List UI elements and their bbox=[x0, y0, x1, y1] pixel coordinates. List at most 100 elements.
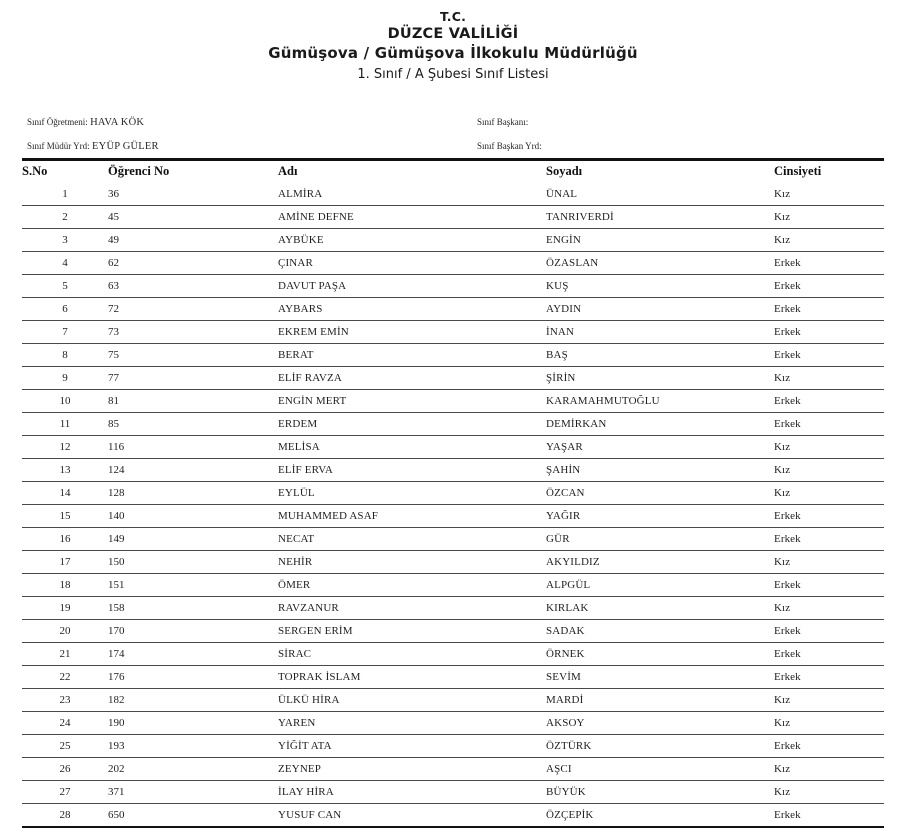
cell-sno-11: 11 bbox=[22, 411, 108, 436]
cell-cinsiyeti: Kız bbox=[774, 434, 884, 459]
cell-ogrenci-no: 170 bbox=[108, 618, 278, 643]
table-row: 28 650 YUSUF CAN ÖZÇEPİK Erkek bbox=[22, 802, 884, 826]
cell-soyadi: AŞCI bbox=[546, 756, 774, 781]
table-row: 10 81 ENGİN MERT KARAMAHMUTOĞLU Erkek bbox=[22, 388, 884, 413]
vice-principal-value: EYÜP GÜLER bbox=[92, 140, 159, 152]
cell-cinsiyeti: Kız bbox=[774, 187, 791, 200]
cell-sno-19: 19 bbox=[22, 595, 108, 620]
table-row: 13 124 ELİF ERVA ŞAHİN Kız bbox=[22, 457, 884, 482]
table-row: 17 150 NEHİR AKYILDIZ Kız bbox=[22, 549, 884, 574]
table-row: 16 149 NECAT GÜR Erkek bbox=[22, 526, 884, 551]
cell-adi: ELİF ERVA bbox=[278, 457, 546, 482]
table-row: 23 182 ÜLKÜ HİRA MARDİ Kız bbox=[22, 687, 884, 712]
cell-soyadi: ÖZÇEPİK bbox=[546, 802, 774, 826]
cell-cinsiyeti: Erkek bbox=[774, 572, 884, 597]
cell-soyadi: ÖZCAN bbox=[546, 480, 774, 505]
cell-ogrenci-no: 650 bbox=[108, 802, 278, 826]
cell-soyadi: ÖZTÜRK bbox=[546, 733, 774, 758]
cell-adi: EKREM EMİN bbox=[278, 319, 546, 344]
cell-sno-9: 9 bbox=[22, 365, 108, 390]
cell-soyadi: KIRLAK bbox=[546, 595, 774, 620]
cell-soyadi: KARAMAHMUTOĞLU bbox=[546, 388, 774, 413]
document-header: T.C. DÜZCE VALİLİĞİ Gümüşova / Gümüşova … bbox=[0, 0, 906, 84]
header-line-valilik: DÜZCE VALİLİĞİ bbox=[387, 26, 519, 42]
cell-adi: ENGİN MERT bbox=[278, 388, 546, 413]
column-header-sno: S.No bbox=[22, 163, 48, 178]
cell-cinsiyeti: Kız bbox=[774, 480, 884, 505]
cell-sno-14: 14 bbox=[22, 480, 108, 505]
cell-adi: YUSUF CAN bbox=[278, 802, 546, 826]
table-row: 3 49 AYBÜKE ENGİN Kız bbox=[22, 227, 884, 252]
cell-sno-25: 25 bbox=[22, 733, 108, 758]
cell-sno-18: 18 bbox=[22, 572, 108, 597]
table-row: 26 202 ZEYNEP AŞCI Kız bbox=[22, 756, 884, 781]
column-header-ogrenci-no: Öğrenci No bbox=[108, 163, 170, 178]
teacher-row: Sınıf Öğretmeni: HAVA KÖK bbox=[27, 110, 159, 134]
cell-sno-10: 10 bbox=[22, 388, 108, 413]
header-line-tc: T.C. bbox=[439, 9, 467, 24]
cell-ogrenci-no: 193 bbox=[108, 733, 278, 758]
table-row: 2 45 AMİNE DEFNE TANRIVERDİ Kız bbox=[22, 204, 884, 229]
cell-ogrenci-no: 124 bbox=[108, 457, 278, 482]
table-row: 14 128 EYLÜL ÖZCAN Kız bbox=[22, 480, 884, 505]
header-rule-top bbox=[22, 157, 884, 161]
table-row: 15 140 MUHAMMED ASAF YAĞIR Erkek bbox=[22, 503, 884, 528]
cell-sno-21: 21 bbox=[22, 641, 108, 666]
cell-ogrenci-no: 140 bbox=[108, 503, 278, 528]
class-vice-president-row: Sınıf Başkan Yrd: bbox=[477, 134, 542, 158]
cell-sno-7: 7 bbox=[22, 319, 108, 344]
table-body: 1 36 ALMİRA ÜNAL Kız 2 45 AMİNE DEFNE TANRIVERDİ… bbox=[22, 183, 884, 826]
cell-adi: AYBARS bbox=[278, 296, 546, 321]
cell-soyadi: AKSOY bbox=[546, 710, 774, 735]
table-row: 25 193 YİĞİT ATA ÖZTÜRK Erkek bbox=[22, 733, 884, 758]
cell-cinsiyeti: Erkek bbox=[774, 641, 884, 666]
cell-adi: SİRAC bbox=[278, 641, 546, 666]
table-row: 19 158 RAVZANUR KIRLAK Kız bbox=[22, 595, 884, 620]
cell-cinsiyeti: Kız bbox=[774, 365, 884, 390]
cell-soyadi: KUŞ bbox=[546, 273, 774, 298]
cell-cinsiyeti: Erkek bbox=[774, 664, 884, 689]
cell-soyadi: ŞAHİN bbox=[546, 457, 774, 482]
cell-cinsiyeti: Kız bbox=[774, 227, 884, 252]
cell-soyadi: ÖZASLAN bbox=[546, 250, 774, 275]
cell-sno-6: 6 bbox=[22, 296, 108, 321]
cell-adi: ZEYNEP bbox=[278, 756, 546, 781]
cell-soyadi: GÜR bbox=[546, 526, 774, 551]
cell-soyadi: TANRIVERDİ bbox=[546, 204, 774, 229]
cell-cinsiyeti: Kız bbox=[774, 687, 884, 712]
table-row: 22 176 TOPRAK İSLAM SEVİM Erkek bbox=[22, 664, 884, 689]
cell-sno-26: 26 bbox=[22, 756, 108, 781]
cell-sno-28: 28 bbox=[22, 802, 108, 826]
cell-ogrenci-no: 371 bbox=[108, 779, 278, 804]
cell-adi: AMİNE DEFNE bbox=[278, 204, 546, 229]
cell-adi: NECAT bbox=[278, 526, 546, 551]
table-row: 11 85 ERDEM DEMİRKAN Erkek bbox=[22, 411, 884, 436]
cell-sno-15: 15 bbox=[22, 503, 108, 528]
table-row: 4 62 ÇINAR ÖZASLAN Erkek bbox=[22, 250, 884, 275]
table-row: 18 151 ÖMER ALPGÜL Erkek bbox=[22, 572, 884, 597]
cell-ogrenci-no: 151 bbox=[108, 572, 278, 597]
cell-cinsiyeti: Kız bbox=[774, 549, 884, 574]
cell-soyadi: DEMİRKAN bbox=[546, 411, 774, 436]
column-header-cinsiyeti: Cinsiyeti bbox=[774, 163, 822, 178]
cell-soyadi: BÜYÜK bbox=[546, 779, 774, 804]
cell-sno-17: 17 bbox=[22, 549, 108, 574]
cell-soyadi: AKYILDIZ bbox=[546, 549, 774, 574]
cell-adi: AYBÜKE bbox=[278, 227, 546, 252]
cell-ogrenci-no: 150 bbox=[108, 549, 278, 574]
cell-cinsiyeti: Kız bbox=[774, 710, 884, 735]
cell-ogrenci-no: 128 bbox=[108, 480, 278, 505]
table-row: 1 36 ALMİRA ÜNAL Kız bbox=[22, 183, 884, 206]
cell-ogrenci-no: 73 bbox=[108, 319, 278, 344]
cell-soyadi: SEVİM bbox=[546, 664, 774, 689]
cell-adi: ÇINAR bbox=[278, 250, 546, 275]
cell-sno-12: 12 bbox=[22, 434, 108, 459]
cell-ogrenci-no: 45 bbox=[108, 204, 278, 229]
cell-adi: YİĞİT ATA bbox=[278, 733, 546, 758]
cell-ogrenci-no: 81 bbox=[108, 388, 278, 413]
cell-soyadi: SADAK bbox=[546, 618, 774, 643]
table-rule-bottom bbox=[22, 825, 884, 828]
cell-sno-16: 16 bbox=[22, 526, 108, 551]
table-row: 20 170 SERGEN ERİM SADAK Erkek bbox=[22, 618, 884, 643]
